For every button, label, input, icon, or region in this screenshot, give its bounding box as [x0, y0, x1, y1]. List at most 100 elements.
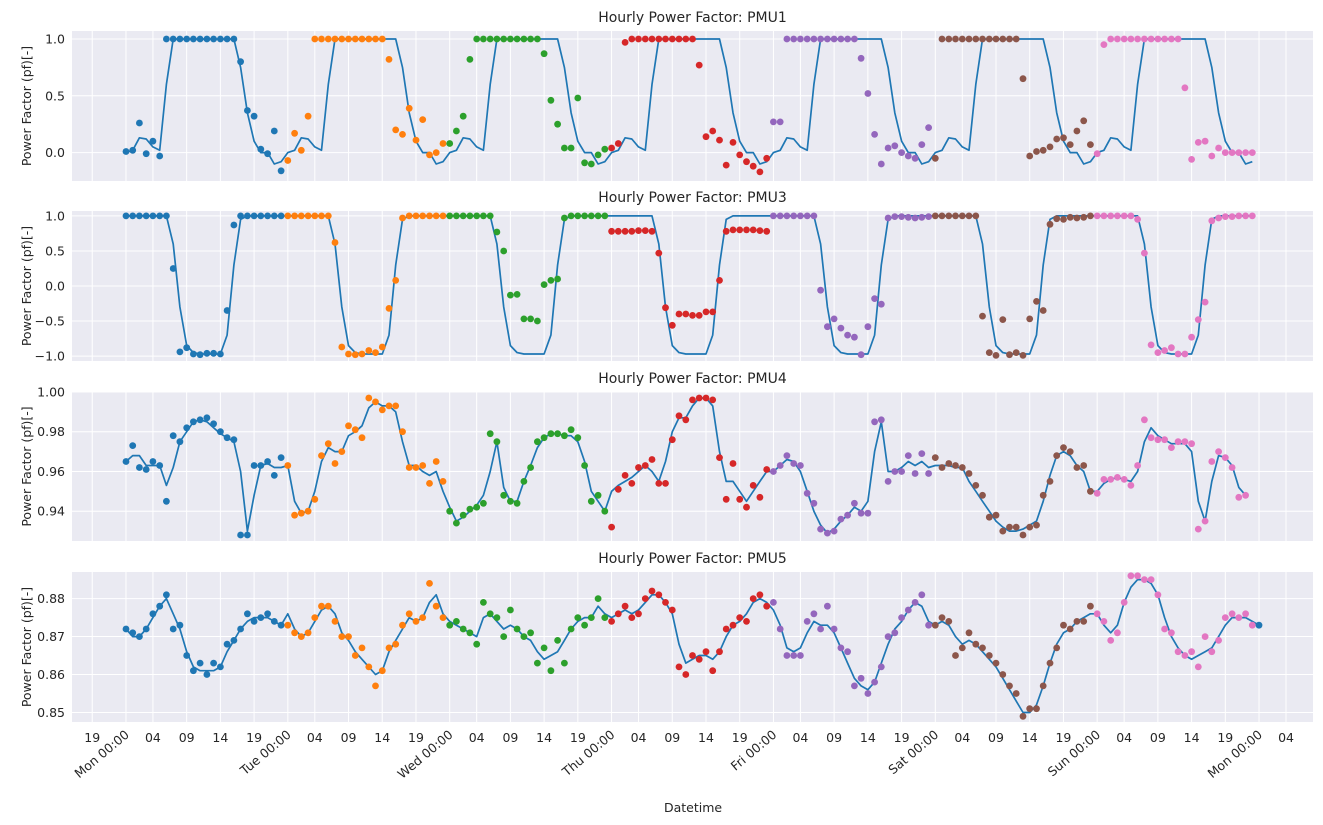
data-point — [196, 351, 204, 359]
data-point — [459, 625, 467, 633]
data-point — [203, 414, 211, 422]
data-point — [493, 614, 501, 621]
data-point — [466, 505, 474, 513]
data-point — [810, 610, 818, 618]
y-axis-label: Power Factor (pf)[-] — [19, 46, 34, 166]
x-tick-label: 09 — [1150, 730, 1166, 745]
data-point — [1093, 150, 1101, 158]
data-point — [877, 416, 885, 424]
data-point — [331, 460, 339, 467]
data-point — [324, 440, 332, 448]
data-point — [277, 454, 285, 461]
data-point — [156, 152, 164, 160]
data-point — [453, 618, 460, 625]
data-point — [540, 434, 548, 442]
data-point — [1168, 629, 1175, 637]
data-point — [439, 478, 447, 485]
data-point — [507, 497, 514, 505]
data-point — [1100, 41, 1108, 48]
data-point — [473, 503, 481, 511]
data-point — [972, 35, 980, 43]
data-point — [992, 511, 1000, 519]
data-point — [621, 39, 629, 46]
data-point — [304, 112, 312, 120]
y-tick-label: 0.85 — [37, 705, 65, 720]
data-point — [419, 614, 427, 621]
data-point — [405, 464, 413, 471]
data-point — [1046, 220, 1054, 228]
data-point — [891, 213, 899, 221]
data-point — [412, 464, 420, 471]
data-point — [763, 227, 771, 235]
data-point — [534, 438, 541, 446]
data-point — [972, 482, 980, 489]
data-point — [1127, 482, 1135, 489]
data-point — [372, 682, 379, 690]
data-point — [797, 212, 804, 220]
data-point — [931, 621, 939, 629]
data-point — [291, 212, 298, 220]
data-point — [837, 515, 845, 523]
data-point — [1188, 333, 1195, 341]
data-point — [142, 625, 150, 633]
data-point — [466, 212, 474, 220]
data-point — [648, 587, 656, 595]
data-point — [1134, 216, 1141, 223]
data-point — [1039, 307, 1047, 314]
data-point — [722, 625, 730, 633]
data-point — [223, 307, 231, 314]
data-point — [925, 124, 932, 131]
data-point — [399, 214, 406, 222]
data-point — [1120, 599, 1128, 606]
data-point — [574, 434, 582, 442]
data-point — [237, 58, 245, 66]
data-point — [567, 144, 575, 152]
data-point — [1046, 143, 1054, 151]
data-point — [291, 629, 298, 637]
data-point — [952, 35, 959, 43]
data-point — [372, 35, 379, 43]
data-point — [1141, 576, 1148, 583]
data-point — [864, 323, 872, 331]
data-point — [790, 652, 798, 659]
data-point — [1188, 648, 1195, 656]
data-point — [1026, 152, 1034, 160]
data-point — [985, 513, 993, 521]
data-point — [324, 35, 332, 43]
data-point — [614, 140, 622, 147]
data-point — [196, 416, 204, 424]
data-point — [587, 497, 595, 505]
data-point — [830, 527, 838, 535]
data-point — [945, 618, 953, 625]
data-point — [1194, 663, 1202, 671]
data-point — [925, 213, 932, 221]
data-point — [1114, 629, 1121, 637]
data-point — [783, 212, 791, 220]
data-point — [1087, 141, 1094, 149]
y-tick-label: 0.96 — [37, 464, 65, 479]
data-point — [965, 470, 973, 477]
data-point — [824, 602, 831, 610]
data-point — [904, 213, 912, 221]
data-point — [399, 131, 406, 138]
x-tick-label: 14 — [698, 730, 714, 745]
data-point — [830, 625, 838, 633]
data-point — [277, 167, 285, 175]
data-point — [756, 591, 764, 599]
data-point — [1255, 621, 1263, 629]
data-point — [1174, 438, 1182, 446]
data-point — [230, 221, 238, 229]
data-point — [561, 432, 568, 440]
y-tick-label: 1.0 — [45, 31, 65, 46]
data-point — [972, 212, 980, 220]
data-point — [250, 212, 258, 220]
data-point — [466, 629, 474, 637]
data-point — [1168, 344, 1175, 352]
data-point — [493, 438, 501, 446]
data-point — [1161, 625, 1168, 633]
data-point — [1107, 476, 1115, 483]
data-point — [641, 227, 649, 235]
data-point — [1033, 148, 1040, 155]
data-point — [702, 133, 710, 141]
data-point — [311, 35, 319, 43]
